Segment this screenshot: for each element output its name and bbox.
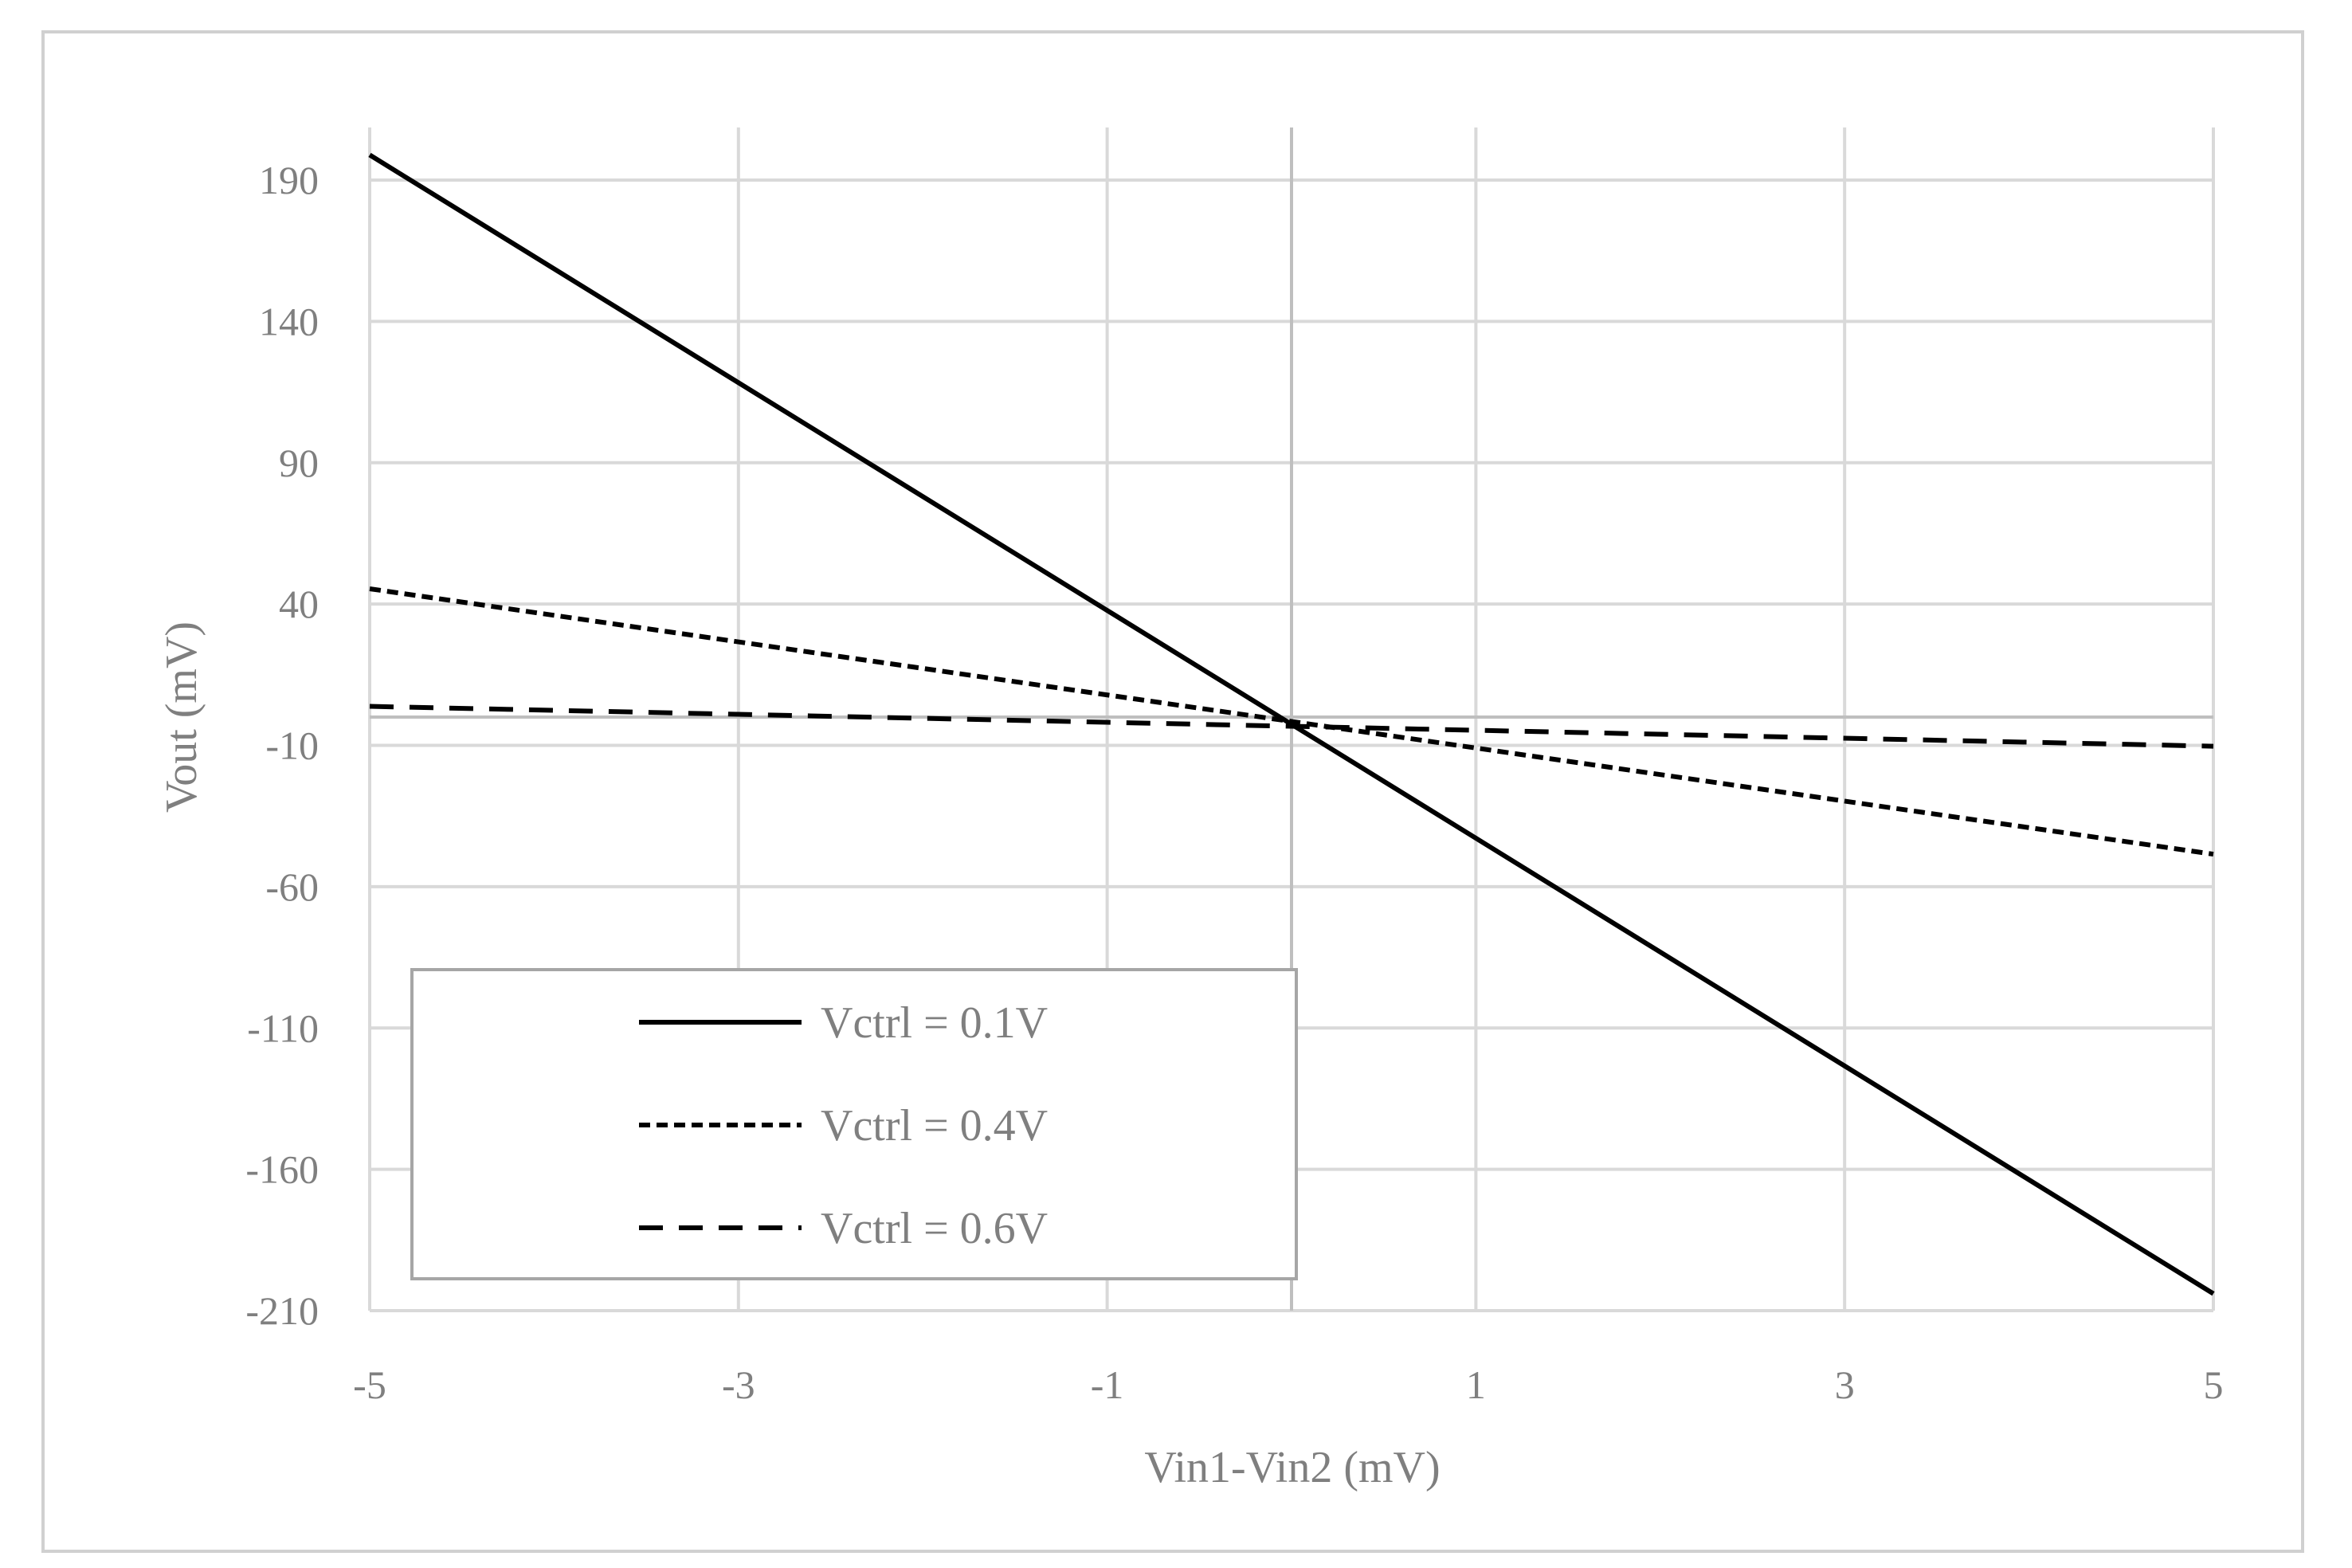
series-line-3 [369, 704, 2214, 749]
x-axis-title: Vin1-Vin2 (mV) [1144, 1443, 1440, 1492]
y-tick-label: -60 [265, 864, 319, 909]
y-tick-label: 90 [279, 441, 319, 485]
x-tick-label: 1 [1466, 1362, 1486, 1407]
x-tick-label: 5 [2204, 1362, 2224, 1407]
y-axis-ticks: 190 140 90 40 -10 -60 -110 -160 -210 [245, 158, 319, 1333]
legend-label: Vctrl = 0.4V [821, 1101, 1048, 1151]
chart-frame [41, 30, 2304, 1553]
legend: Vctrl = 0.1V Vctrl = 0.4V Vctrl = 0.6V [410, 968, 1298, 1280]
x-tick-label: -3 [722, 1362, 755, 1407]
y-axis-title: Vout (mV) [157, 621, 206, 813]
y-tick-label: -210 [245, 1288, 319, 1333]
legend-box [410, 968, 1298, 1280]
y-tick-label: 140 [259, 299, 319, 343]
y-tick-label: -160 [245, 1147, 319, 1192]
legend-label: Vctrl = 0.6V [821, 1204, 1048, 1253]
x-tick-label: -1 [1091, 1362, 1124, 1407]
y-tick-label: -110 [247, 1005, 319, 1050]
y-tick-label: -10 [265, 723, 319, 768]
legend-label: Vctrl = 0.1V [821, 998, 1048, 1048]
series-lines [368, 152, 2215, 1296]
x-axis-ticks: -5 -3 -1 1 3 5 [353, 1362, 2223, 1407]
y-tick-label: 40 [279, 582, 319, 626]
series-line-2 [369, 586, 2214, 857]
x-tick-label: 3 [1835, 1362, 1855, 1407]
y-tick-label: 190 [259, 158, 319, 202]
x-tick-label: -5 [353, 1362, 386, 1407]
